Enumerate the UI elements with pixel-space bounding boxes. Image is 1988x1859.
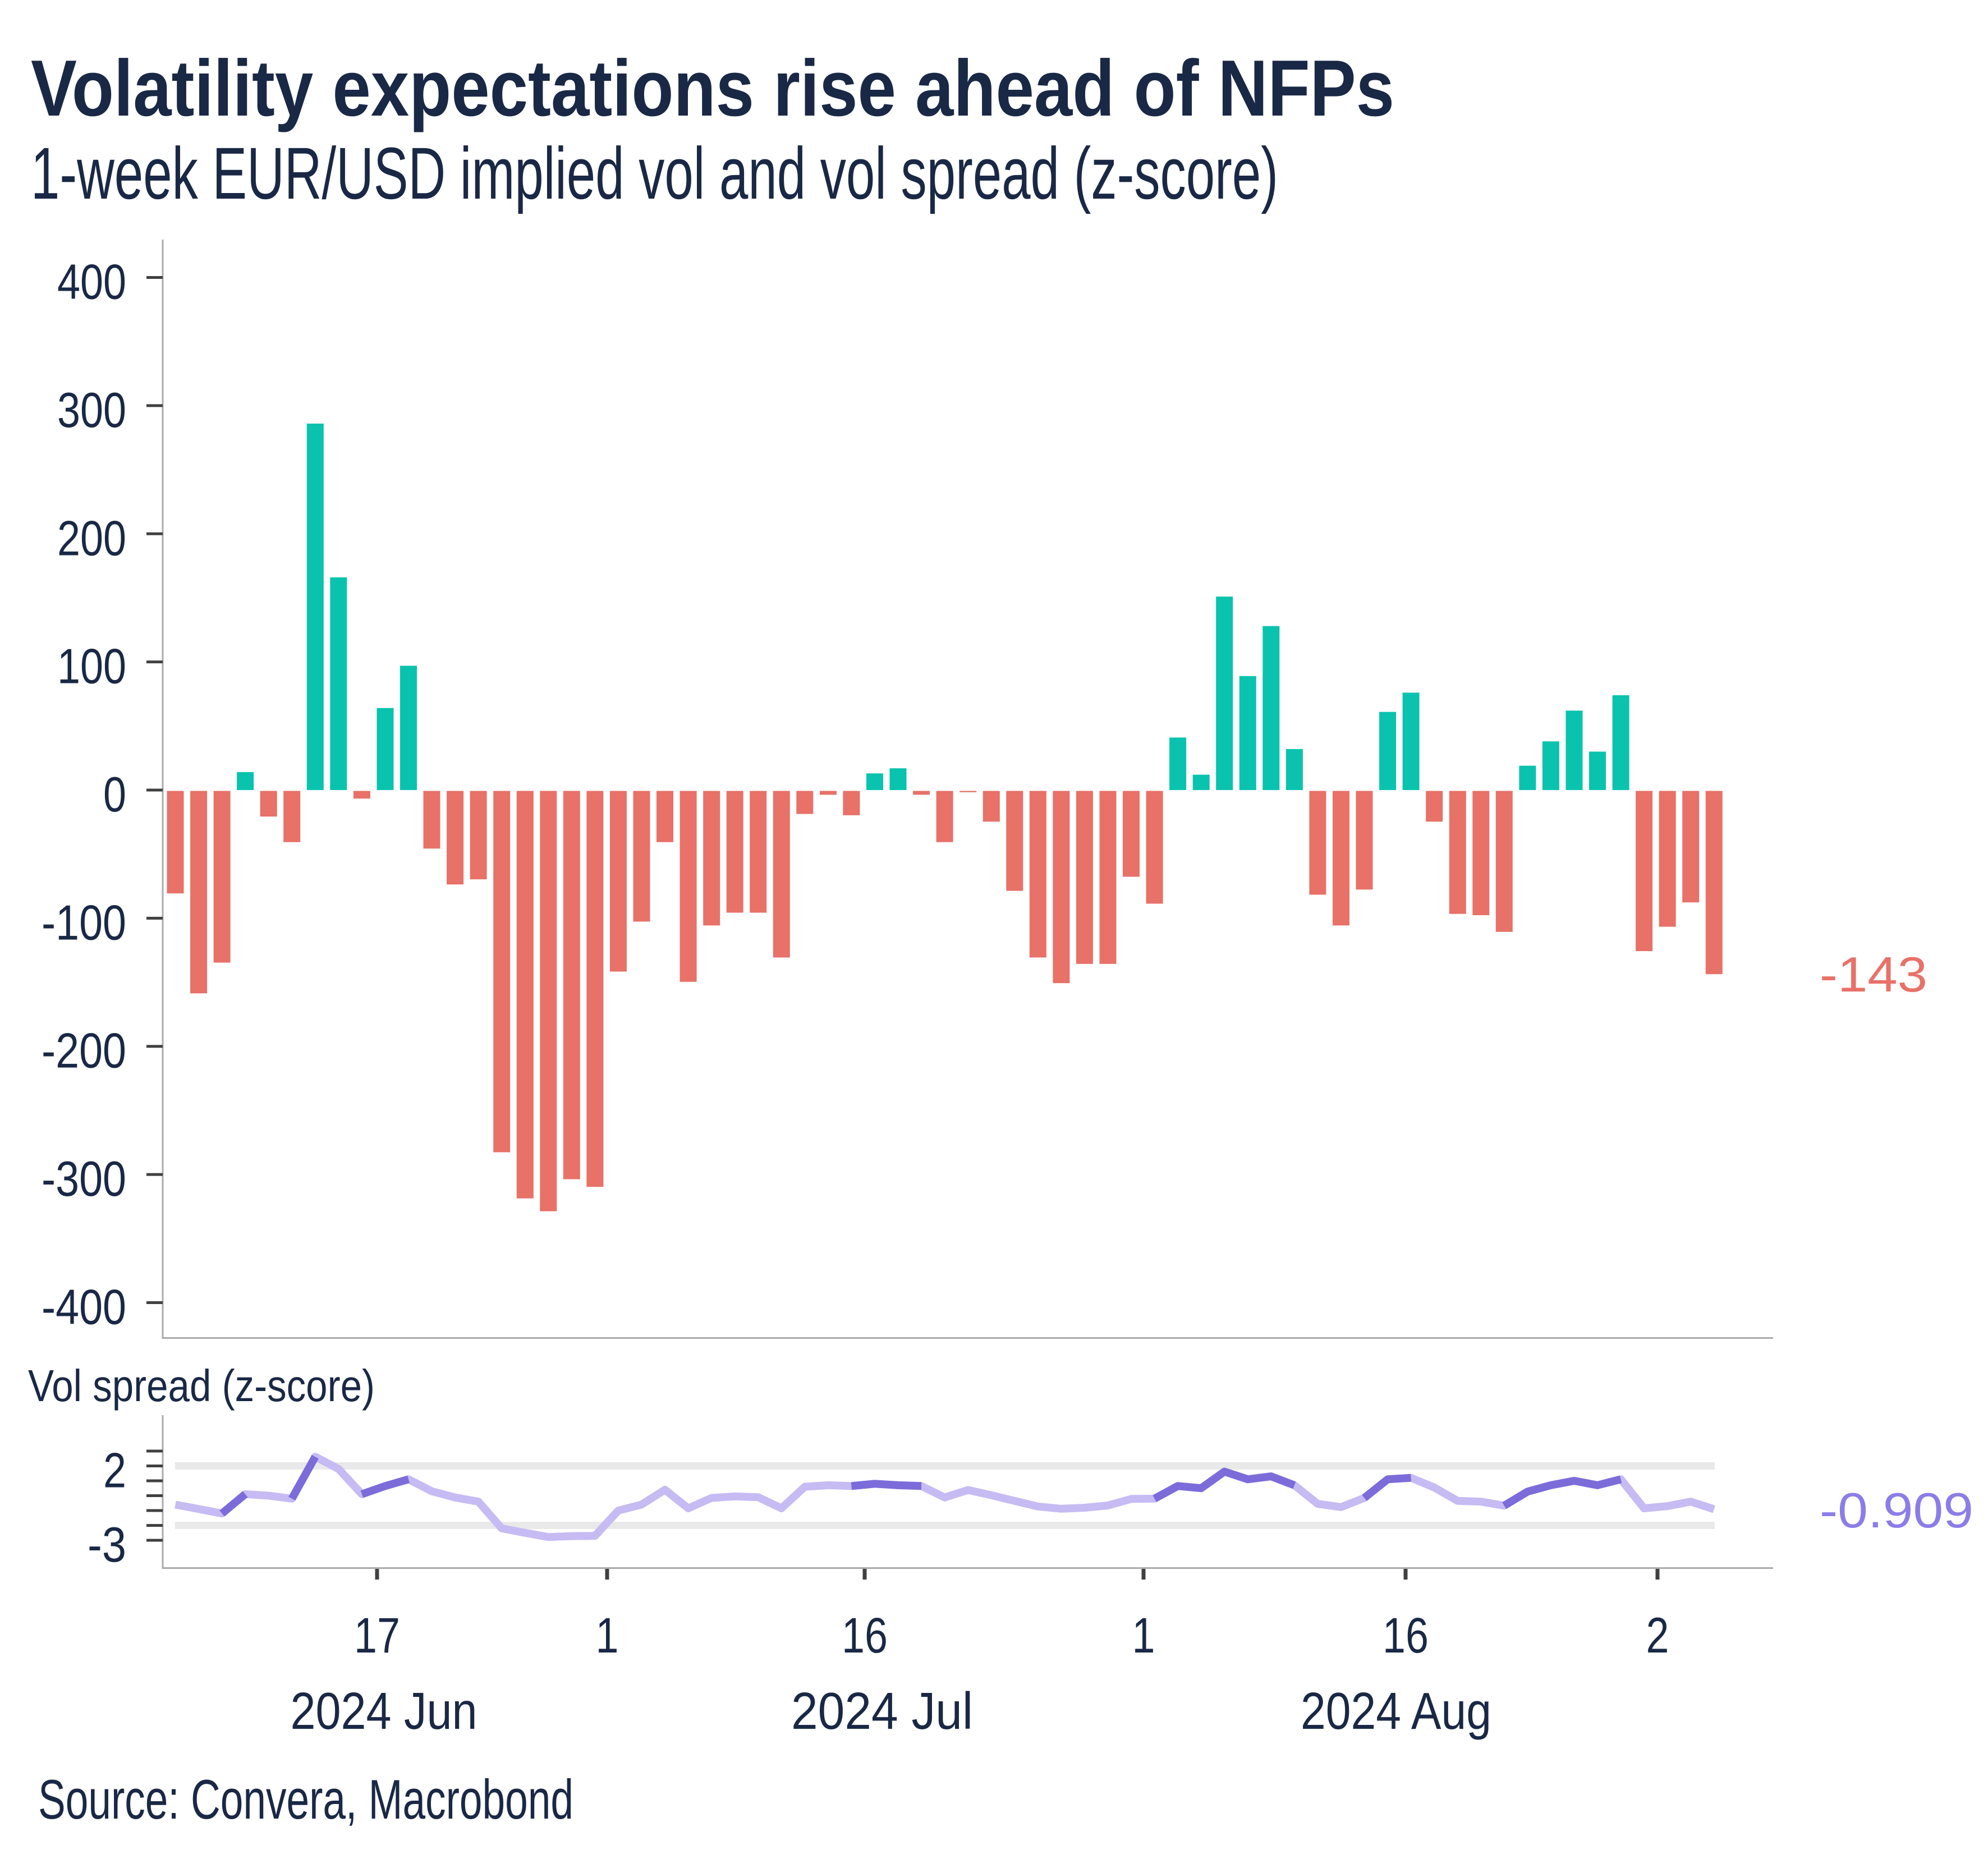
svg-text:-0.909: -0.909 [1820,1482,1973,1538]
svg-text:200: 200 [57,510,126,566]
svg-text:1-week EUR/USD implied vol and: 1-week EUR/USD implied vol and vol sprea… [31,132,1278,214]
svg-text:-3: -3 [88,1517,126,1572]
svg-text:2024 Jul: 2024 Jul [791,1682,973,1740]
svg-text:16: 16 [1383,1607,1429,1663]
svg-text:-400: -400 [42,1279,126,1335]
svg-text:Source: Convera, Macrobond: Source: Convera, Macrobond [38,1768,573,1830]
svg-text:2024 Jun: 2024 Jun [291,1682,478,1740]
svg-text:16: 16 [842,1607,888,1663]
svg-text:2024 Aug: 2024 Aug [1301,1682,1491,1740]
svg-text:1: 1 [596,1607,619,1663]
svg-text:-143: -143 [1820,947,1927,1002]
svg-text:1: 1 [1132,1607,1155,1663]
svg-text:0: 0 [103,766,126,822]
svg-text:2: 2 [103,1443,126,1498]
svg-text:17: 17 [354,1607,400,1663]
svg-text:Volatility expectations rise a: Volatility expectations rise ahead of NF… [31,44,1394,133]
svg-text:-300: -300 [42,1151,126,1206]
svg-text:Vol spread (z-score): Vol spread (z-score) [28,1361,375,1411]
svg-text:-200: -200 [42,1023,126,1078]
svg-text:100: 100 [57,639,126,694]
svg-text:300: 300 [57,382,126,438]
svg-text:400: 400 [57,254,126,310]
svg-text:-100: -100 [42,894,126,950]
svg-text:2: 2 [1646,1607,1669,1663]
